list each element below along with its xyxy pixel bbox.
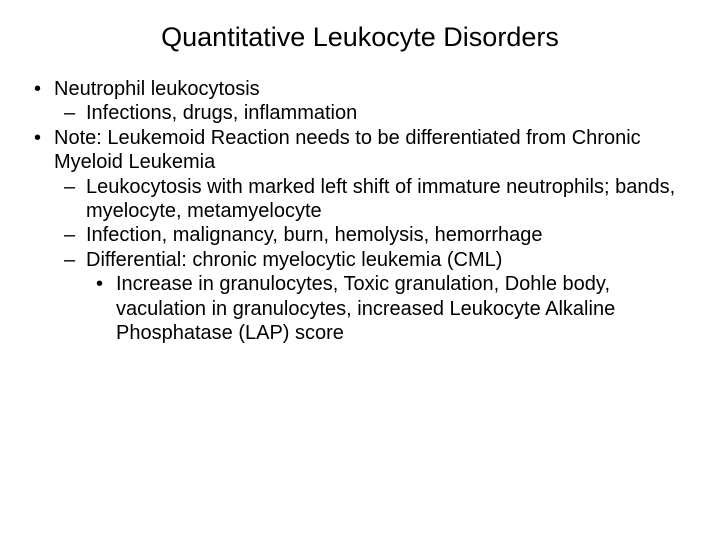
bullet-level2: Infection, malignancy, burn, hemolysis, … <box>28 223 692 247</box>
bullet-level1: Neutrophil leukocytosis <box>28 77 692 101</box>
bullet-level2: Infections, drugs, inflammation <box>28 101 692 125</box>
bullet-level2: Differential: chronic myelocytic leukemi… <box>28 248 692 272</box>
slide-title: Quantitative Leukocyte Disorders <box>28 22 692 53</box>
bullet-level1: Note: Leukemoid Reaction needs to be dif… <box>28 126 692 175</box>
slide-body: Neutrophil leukocytosis Infections, drug… <box>28 77 692 345</box>
bullet-level2: Leukocytosis with marked left shift of i… <box>28 175 692 224</box>
bullet-level3: Increase in granulocytes, Toxic granulat… <box>28 272 692 345</box>
